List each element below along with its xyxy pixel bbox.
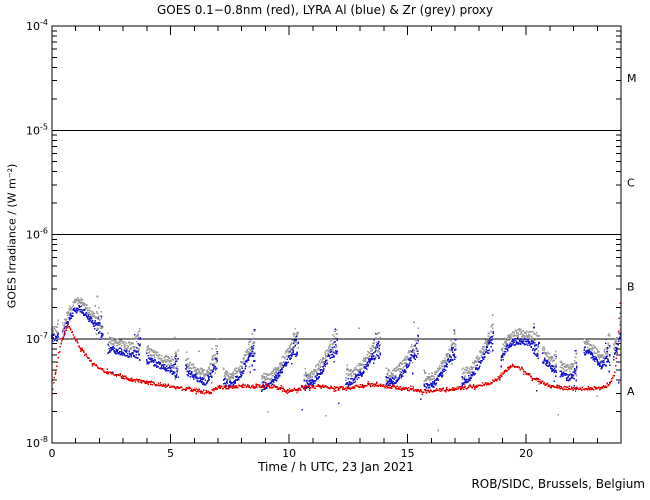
y-tick-label: 10-5 xyxy=(26,122,48,137)
flare-class-label-a: A xyxy=(627,385,635,398)
plot-frame xyxy=(51,25,622,444)
flare-class-label-m: M xyxy=(627,72,637,85)
x-tick-label: 0 xyxy=(49,447,56,460)
y-tick-label: 10-4 xyxy=(26,18,48,33)
y-tick-label: 10-8 xyxy=(26,435,48,450)
y-tick-labels: 10-4 10-5 10-6 10-7 10-8 xyxy=(26,18,48,450)
flare-class-label-c: C xyxy=(627,176,635,189)
x-tick-labels: 0 5 10 15 20 xyxy=(49,447,534,460)
class-boundary-lines xyxy=(52,129,621,340)
flare-class-label-b: B xyxy=(627,281,635,294)
x-tick-label: 15 xyxy=(401,447,415,460)
flare-class-labels: M C B A xyxy=(627,72,637,398)
chart-title: GOES 0.1−0.8nm (red), LYRA Al (blue) & Z… xyxy=(156,3,494,17)
y-tick-label: 10-6 xyxy=(26,227,48,242)
lyra-al-series xyxy=(51,304,622,411)
y-tick-label: 10-7 xyxy=(26,331,48,346)
x-tick-label: 20 xyxy=(519,447,533,460)
credit-text: ROB/SIDC, Brussels, Belgium xyxy=(471,477,645,491)
x-tick-label: 5 xyxy=(167,447,174,460)
lyra-zr-series xyxy=(51,295,622,432)
x-axis-label: Time / h UTC, 23 Jan 2021 xyxy=(258,460,414,474)
x-tick-label: 10 xyxy=(282,447,296,460)
